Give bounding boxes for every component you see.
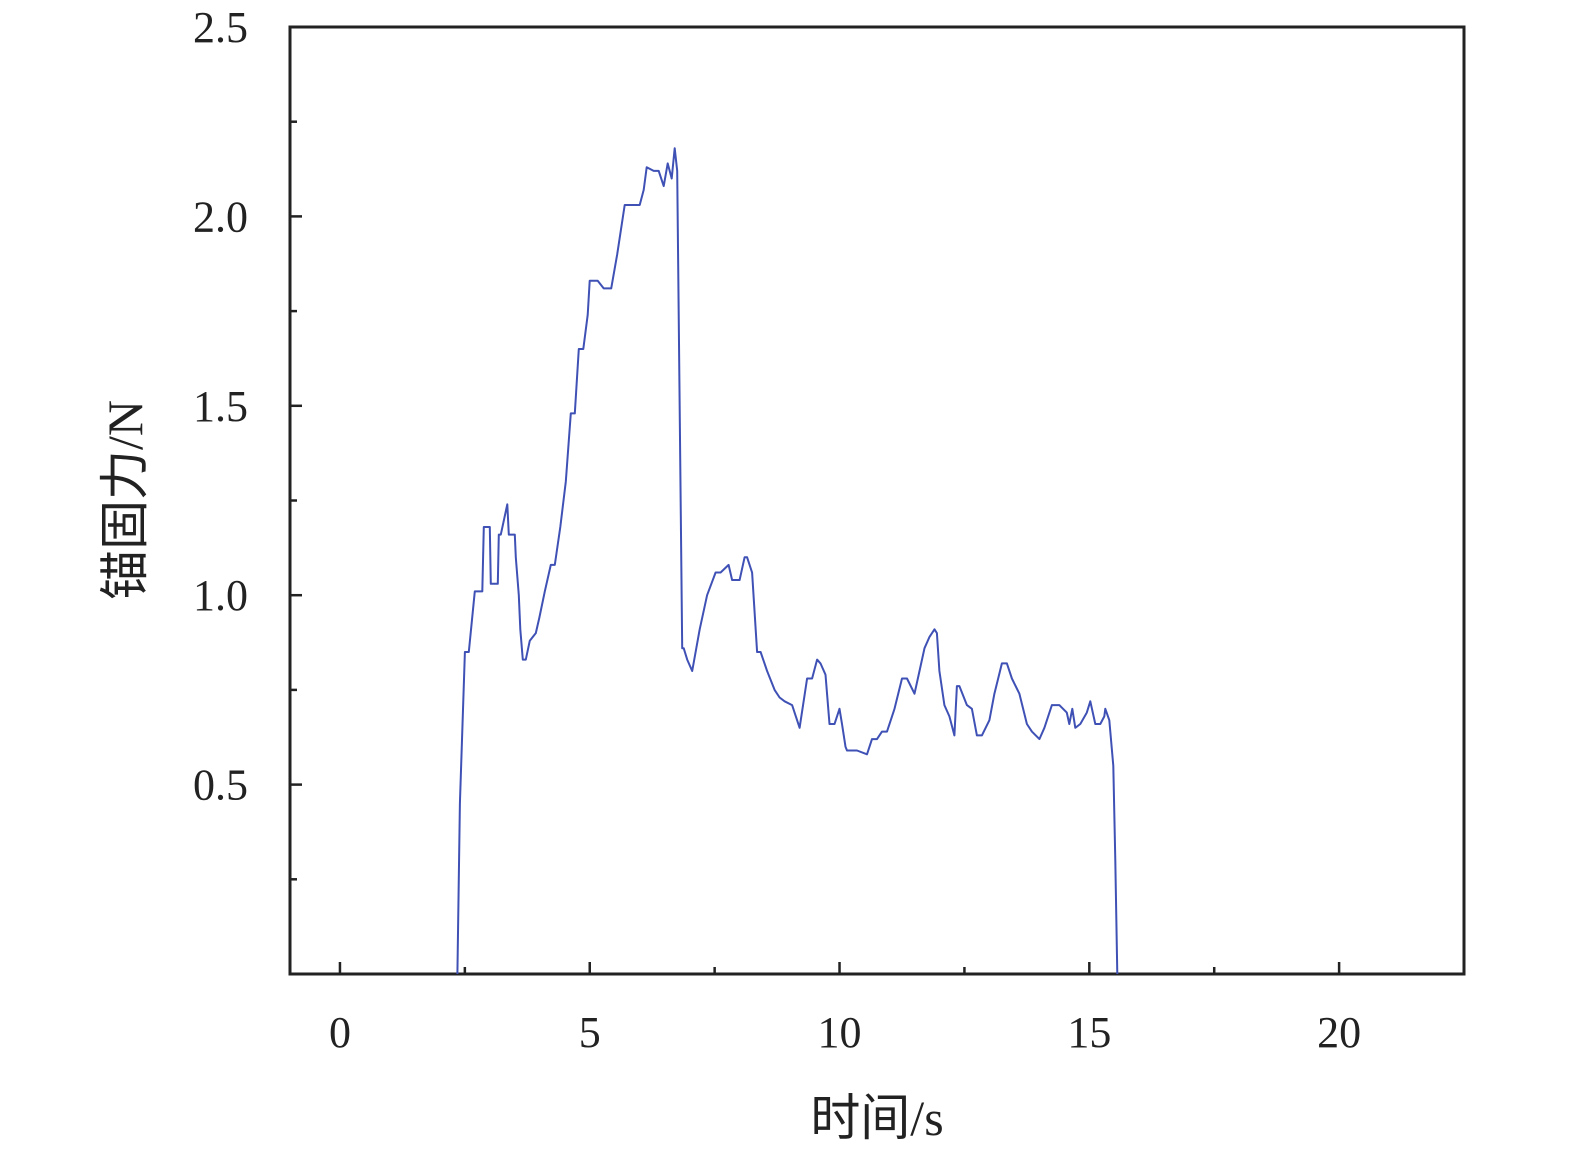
- x-axis-ticks: [338, 962, 1341, 974]
- x-axis-tick-labels: 0 5 10 15 20: [329, 1008, 1361, 1057]
- plot-frame: [288, 25, 1466, 976]
- x-tick-label: 5: [579, 1008, 601, 1057]
- x-tick-label: 20: [1317, 1008, 1361, 1057]
- anchoring-force-line: [456, 147, 1119, 975]
- x-axis-title: 时间/s: [810, 1090, 943, 1146]
- x-tick-label: 0: [329, 1008, 351, 1057]
- y-tick-label: 2.5: [193, 3, 248, 52]
- y-tick-label: 0.5: [193, 761, 248, 810]
- y-tick-label: 1.5: [193, 382, 248, 431]
- y-tick-label: 2.0: [193, 192, 248, 241]
- x-tick-label: 15: [1067, 1008, 1111, 1057]
- y-tick-label: 1.0: [193, 571, 248, 620]
- y-axis-ticks: [290, 25, 302, 881]
- y-axis-tick-labels: 0.5 1.0 1.5 2.0 2.5: [193, 3, 248, 810]
- x-tick-label: 10: [818, 1008, 862, 1057]
- y-axis-title: 锚固力/N: [97, 400, 153, 600]
